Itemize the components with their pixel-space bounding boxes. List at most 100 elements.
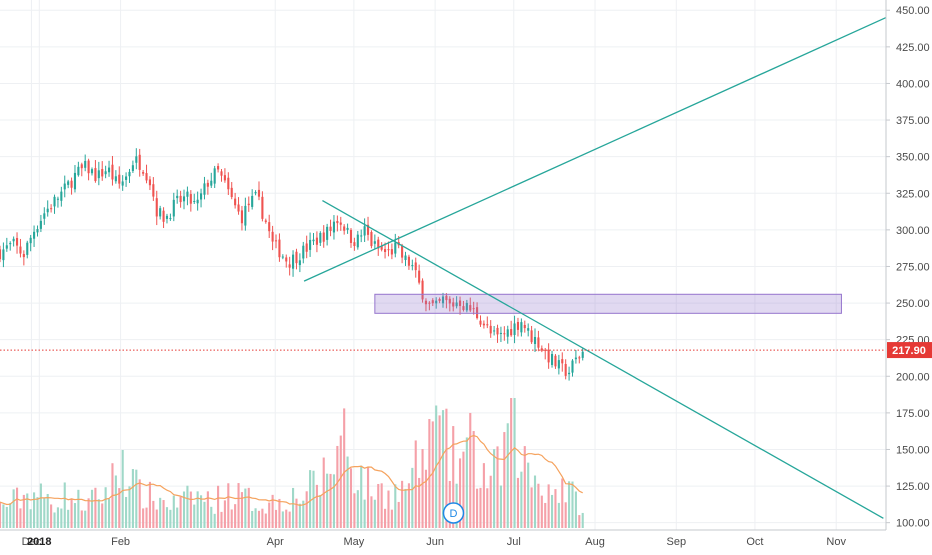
candle-body (176, 195, 179, 199)
volume-bar (179, 496, 182, 528)
volume-bar (145, 507, 148, 528)
candle-body (0, 249, 2, 260)
volume-bar (537, 483, 540, 528)
volume-bar (176, 507, 179, 528)
y-tick-label: 275.00 (896, 261, 930, 273)
candle-body (472, 308, 475, 310)
volume-bar (29, 509, 32, 528)
volume-bar (315, 484, 318, 528)
volume-bar (97, 499, 100, 528)
volume-bar (73, 503, 77, 528)
volume-bar (5, 506, 8, 528)
volume-bar (26, 493, 29, 528)
volume-bar (254, 508, 257, 528)
candle-body (63, 183, 66, 190)
candle-body (60, 191, 63, 201)
candle-body (411, 265, 414, 267)
trend-line (322, 200, 884, 519)
volume-bar (43, 497, 46, 528)
candle-body (366, 224, 370, 235)
volume-bar (387, 490, 390, 528)
volume-bar (332, 474, 336, 528)
candle-body (418, 270, 421, 283)
volume-bar (19, 508, 22, 528)
candle-body (540, 348, 543, 351)
candle-body (571, 360, 574, 373)
volume-bar (274, 509, 278, 528)
volume-bar (217, 485, 220, 528)
candle-body (431, 300, 434, 304)
volume-bar (285, 509, 288, 528)
candle-body (407, 256, 410, 266)
candle-body (247, 203, 250, 206)
candle-body (455, 302, 458, 307)
candle-body (87, 160, 90, 174)
candle-body (121, 181, 124, 186)
volume-bar (530, 487, 533, 528)
dividend-badge-label: D (450, 508, 458, 520)
volume-bar (574, 491, 577, 528)
x-tick-label: Sep (667, 536, 687, 548)
candle-body (533, 336, 537, 345)
candle-body (90, 169, 94, 174)
candle-body (251, 195, 254, 207)
volume-bar (431, 421, 434, 528)
candle-body (384, 249, 387, 252)
volume-bar (234, 504, 237, 528)
trend-line (303, 16, 887, 282)
volume-bar (472, 431, 475, 528)
volume-bar (237, 483, 240, 528)
candle-body (53, 196, 56, 207)
volume-bar (302, 500, 305, 528)
candle-body (274, 240, 278, 242)
volume-bar (462, 451, 465, 528)
candle-body (503, 333, 506, 335)
candle-body (537, 337, 540, 348)
x-tick-label: Nov (826, 536, 846, 548)
candle-body (510, 329, 513, 336)
candle-body (118, 174, 121, 184)
volume-bar (353, 493, 356, 528)
candle-body (210, 180, 213, 186)
candle-body (29, 237, 32, 244)
candle-body (135, 156, 138, 163)
candle-body (322, 232, 325, 242)
price-labels: 217.90 (887, 342, 932, 359)
volume-bar (196, 491, 199, 528)
volume-bar (414, 440, 417, 528)
candle-body (353, 242, 356, 246)
x-tick-label: Aug (585, 536, 605, 548)
volume-bar (571, 481, 574, 528)
volume-bar (581, 512, 584, 528)
candle-body (278, 239, 281, 258)
volume-bar (561, 478, 564, 528)
candle-body (336, 220, 339, 224)
volume-bar (159, 497, 162, 528)
volume-bar (142, 508, 145, 528)
x-tick-label: May (343, 536, 364, 548)
candle-body (493, 330, 496, 332)
candle-body (373, 241, 376, 244)
candle-body (2, 249, 5, 261)
candle-body (159, 208, 162, 217)
volume-bar (476, 488, 479, 528)
volume-bar (540, 495, 543, 528)
candle-body (261, 196, 264, 219)
volume-bar (380, 483, 383, 528)
volume-bar (60, 508, 63, 528)
x-tick-label: Feb (111, 536, 130, 548)
candle-body (404, 255, 407, 261)
volume-bar (9, 503, 12, 528)
volume-bar (114, 475, 117, 528)
volume-bar (503, 432, 506, 528)
candle-body (339, 222, 342, 225)
volume-bar (312, 470, 315, 528)
candle-body (380, 245, 383, 250)
volume-bar (441, 410, 445, 528)
volume-bar (80, 510, 83, 528)
volume-bar (458, 458, 462, 528)
candle-body (36, 229, 39, 233)
candle-body (169, 218, 172, 220)
volume-bar (370, 496, 373, 528)
